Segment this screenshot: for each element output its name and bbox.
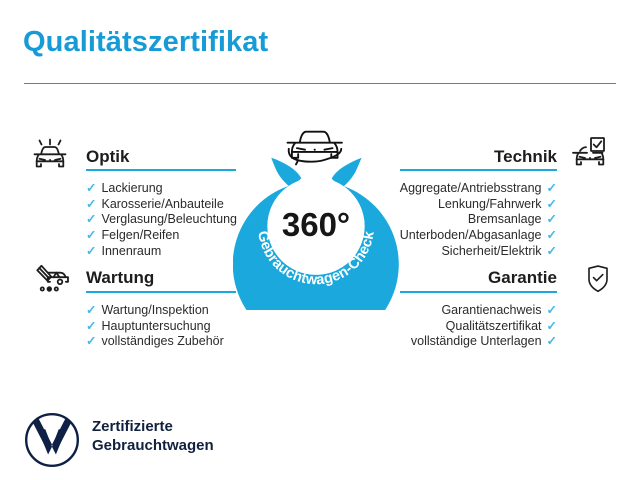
svg-text:360°: 360° (282, 206, 350, 243)
